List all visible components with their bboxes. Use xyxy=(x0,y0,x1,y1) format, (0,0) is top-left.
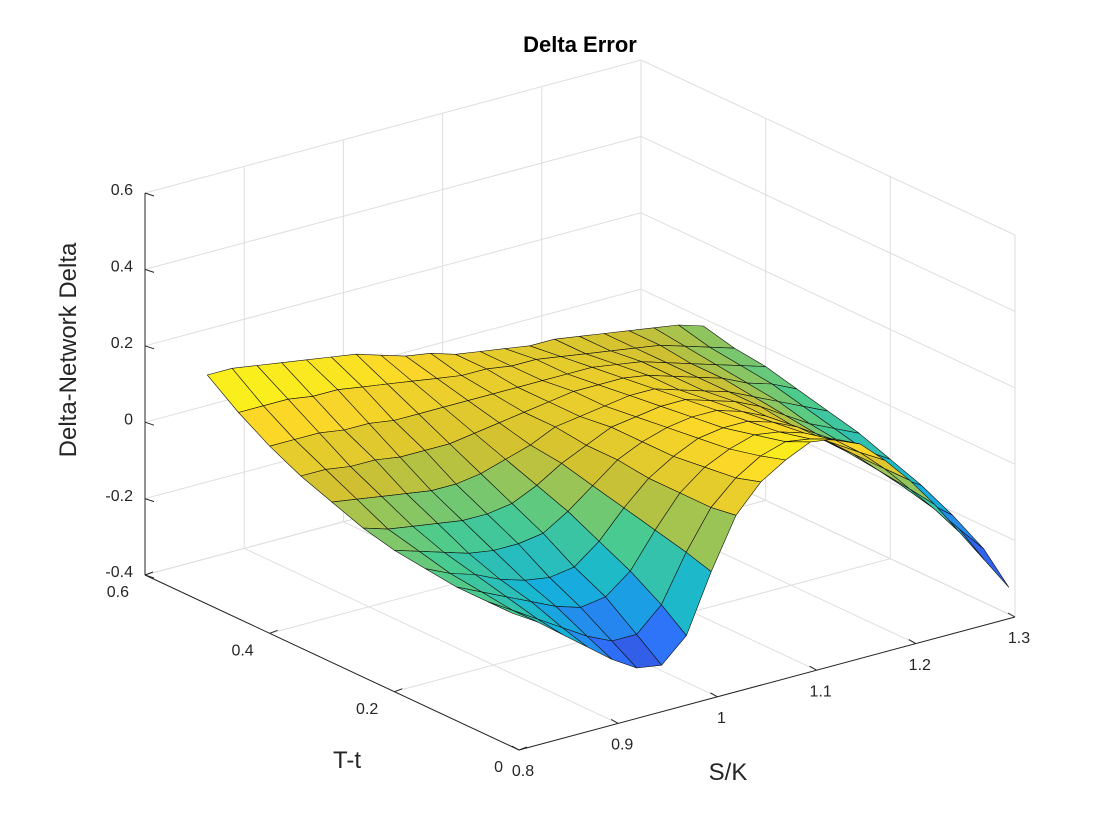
z-tick-mark xyxy=(144,192,155,197)
z-tick-mark xyxy=(144,421,155,426)
z-tick-label: -0.2 xyxy=(105,488,133,505)
surface-facet xyxy=(884,468,935,505)
x-tick-mark xyxy=(610,718,619,724)
y-axis-line xyxy=(144,574,520,751)
y-tick-mark xyxy=(394,688,403,693)
x-axis-label: S/K xyxy=(709,759,748,786)
surface xyxy=(207,324,1010,669)
tick-labels: 0.8 0.9 1 1.1 1.2 1.3 0 0.2 0.4 0.6 -0.4 -0.2 0 0.2 0.… xyxy=(105,182,1030,780)
z-grid-line xyxy=(144,59,642,194)
x-tick-mark xyxy=(710,692,718,698)
x-tick-label: 1.1 xyxy=(809,683,831,700)
y-tick-label: 0.2 xyxy=(356,701,378,718)
z-tick-mark xyxy=(144,574,155,579)
y-tick-mark xyxy=(269,629,278,634)
y-tick-mark xyxy=(144,571,154,576)
x-tick-label: 0.9 xyxy=(611,737,633,754)
x-tick-label: 0.8 xyxy=(512,763,534,780)
z-tick-label: 0.4 xyxy=(111,259,133,276)
y-tick-label: 0.6 xyxy=(107,584,129,601)
z-grid-line xyxy=(144,212,642,347)
z-tick-mark xyxy=(144,498,155,503)
y-tick-label: 0.4 xyxy=(231,643,253,660)
x-grid-line xyxy=(243,547,619,724)
x-tick-label: 1 xyxy=(717,710,726,727)
z-grid-line xyxy=(144,135,642,270)
z-grid-line xyxy=(640,288,1016,465)
x-tick-label: 1.2 xyxy=(909,657,931,674)
z-tick-label: 0.2 xyxy=(111,335,133,352)
z-grid-line xyxy=(640,135,1016,312)
z-tick-mark xyxy=(144,345,155,350)
x-tick-mark xyxy=(908,639,917,645)
y-tick-mark xyxy=(518,746,528,751)
x-tick-label: 1.3 xyxy=(1008,630,1030,647)
surface-facet xyxy=(933,508,985,560)
x-tick-mark xyxy=(511,745,520,751)
z-tick-mark xyxy=(144,268,155,273)
z-tick-label: 0.6 xyxy=(111,182,133,199)
z-tick-label: -0.4 xyxy=(105,564,133,581)
x-tick-mark xyxy=(1007,612,1016,618)
x-axis-line xyxy=(518,616,1016,751)
z-tick-label: 0 xyxy=(124,411,133,428)
y-tick-label: 0 xyxy=(494,759,503,776)
z-axis-label: Delta-Network Delta xyxy=(55,242,82,457)
axes xyxy=(144,192,1016,751)
chart-title: Delta Error xyxy=(523,32,637,57)
surface-facet xyxy=(487,601,538,623)
x-tick-mark xyxy=(809,665,817,671)
y-axis-label: T-t xyxy=(333,747,361,774)
z-grid-line xyxy=(640,59,1016,236)
z-grid-line xyxy=(640,212,1016,389)
